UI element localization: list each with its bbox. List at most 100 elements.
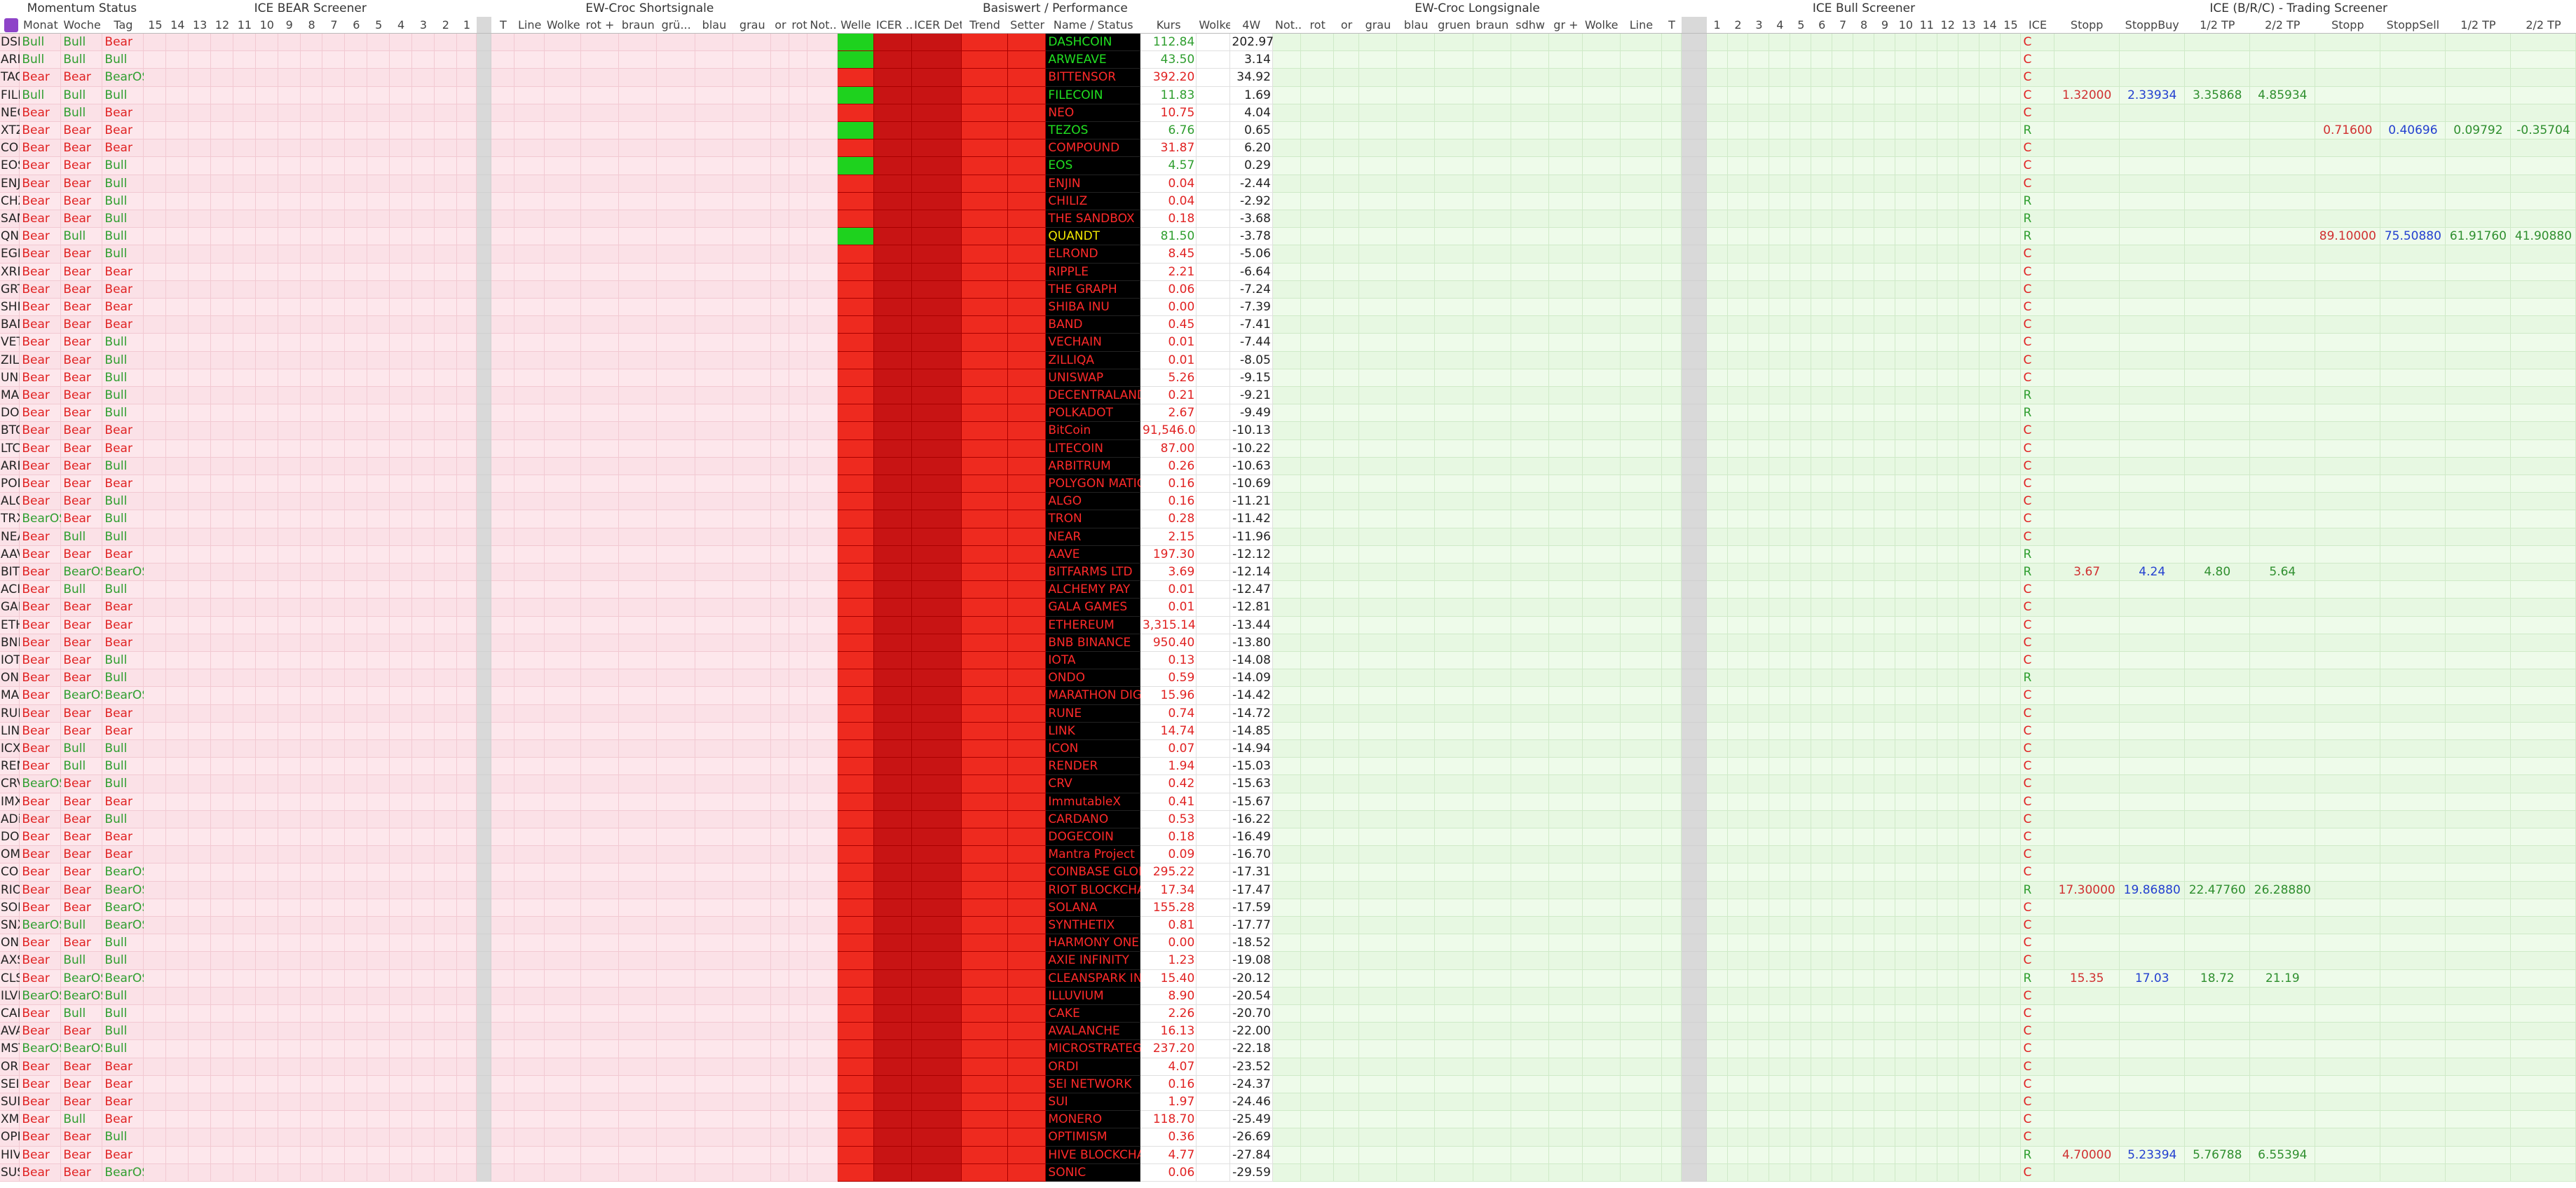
cell	[1397, 546, 1435, 564]
cell	[807, 87, 838, 104]
cell	[1874, 546, 1895, 564]
column-header[interactable]: ICER Det...	[912, 17, 962, 34]
column-header[interactable]: 7	[1832, 17, 1853, 34]
column-header[interactable]: 3	[1748, 17, 1769, 34]
column-header[interactable]: ICE	[2021, 17, 2054, 34]
column-header[interactable]: 1	[1707, 17, 1728, 34]
cell	[322, 104, 345, 122]
cell	[874, 139, 912, 157]
column-header[interactable]: Stopp	[2054, 17, 2120, 34]
column-header[interactable]: 1	[457, 17, 477, 34]
column-header[interactable]: Line	[1621, 17, 1662, 34]
column-header[interactable]: Tag	[102, 17, 144, 34]
column-header[interactable]: gr +	[1549, 17, 1582, 34]
cell	[962, 528, 1008, 546]
column-header[interactable]: 10	[256, 17, 278, 34]
column-header[interactable]: Line	[514, 17, 545, 34]
column-header[interactable]: gruen	[1435, 17, 1473, 34]
column-header[interactable]: braun	[619, 17, 657, 34]
column-header[interactable]: 5	[1790, 17, 1811, 34]
column-header[interactable]: 4	[1769, 17, 1790, 34]
cell	[1197, 245, 1229, 263]
column-header[interactable]: 12	[1937, 17, 1958, 34]
cell	[733, 87, 771, 104]
column-header[interactable]: grau	[1359, 17, 1397, 34]
cell	[1853, 705, 1874, 723]
cell	[477, 122, 491, 139]
column-header[interactable]: rot +	[581, 17, 619, 34]
cell	[367, 687, 390, 704]
column-header[interactable]: or	[1334, 17, 1358, 34]
column-header[interactable]: 1/2 TP	[2446, 17, 2511, 34]
column-header[interactable]: 2	[1728, 17, 1749, 34]
column-header[interactable]: 8	[301, 17, 323, 34]
column-header[interactable]: 2/2 TP	[2511, 17, 2576, 34]
column-header[interactable]: 13	[1958, 17, 1979, 34]
column-header[interactable]: Monat	[20, 17, 61, 34]
column-header[interactable]: blau	[695, 17, 733, 34]
column-header[interactable]: Kurs	[1140, 17, 1197, 34]
column-header[interactable]: 1/2 TP	[2185, 17, 2250, 34]
column-header[interactable]: 2	[435, 17, 457, 34]
cell	[1853, 652, 1874, 669]
column-header[interactable]: 9	[278, 17, 301, 34]
column-header[interactable]: rot	[789, 17, 807, 34]
cell	[789, 723, 807, 740]
column-header[interactable]: StoppBuy	[2120, 17, 2185, 34]
cell	[1397, 281, 1435, 299]
price: 0.01	[1140, 581, 1197, 599]
column-header[interactable]: braun	[1473, 17, 1511, 34]
column-header[interactable]: Woche	[61, 17, 102, 34]
cell	[2185, 210, 2250, 228]
column-header[interactable]: grau	[733, 17, 771, 34]
column-header[interactable]: grü...	[657, 17, 695, 34]
column-header[interactable]: Wolke	[545, 17, 581, 34]
column-header[interactable]: Wolke	[1583, 17, 1621, 34]
column-header[interactable]: 9	[1874, 17, 1895, 34]
column-header[interactable]: Trend	[962, 17, 1008, 34]
column-header[interactable]: 14	[1979, 17, 2001, 34]
column-header[interactable]: T	[1662, 17, 1682, 34]
cell	[1682, 404, 1706, 422]
column-header[interactable]: 15	[144, 17, 166, 34]
column-header[interactable]: ICER ...	[874, 17, 912, 34]
column-header[interactable]: T	[491, 17, 514, 34]
column-header[interactable]: 14	[166, 17, 189, 34]
column-header[interactable]: sdhw	[1511, 17, 1549, 34]
cell	[2185, 139, 2250, 157]
column-header[interactable]: 15	[2001, 17, 2022, 34]
cell	[1549, 122, 1582, 139]
column-header[interactable]: or	[771, 17, 789, 34]
column-header[interactable]: 3	[412, 17, 435, 34]
column-header[interactable]: rot	[1301, 17, 1334, 34]
cell	[233, 34, 256, 51]
column-header[interactable]: 2/2 TP	[2250, 17, 2315, 34]
column-header[interactable]: Setter	[1008, 17, 1046, 34]
ice-signal: C	[2021, 69, 2054, 86]
column-header[interactable]: Stopp	[2315, 17, 2380, 34]
column-header[interactable]: 10	[1895, 17, 1916, 34]
column-header[interactable]: 12	[211, 17, 233, 34]
column-header[interactable]: Name / Status	[1046, 17, 1140, 34]
column-header[interactable]: Wolke	[1197, 17, 1229, 34]
column-header[interactable]: StoppSell	[2380, 17, 2446, 34]
column-header[interactable]: Not...	[807, 17, 838, 34]
column-header[interactable]: 6	[345, 17, 367, 34]
column-header[interactable]: 11	[1916, 17, 1937, 34]
momentum-month: Bull	[20, 87, 61, 104]
column-header[interactable]: blau	[1397, 17, 1435, 34]
column-header[interactable]: 4W	[1230, 17, 1273, 34]
column-header[interactable]: Not...	[1273, 17, 1301, 34]
column-header[interactable]: Welle	[838, 17, 874, 34]
momentum-week: Bear	[61, 493, 102, 510]
cell	[211, 564, 233, 581]
cell	[912, 422, 962, 439]
column-header[interactable]: 7	[322, 17, 345, 34]
column-header[interactable]: 5	[367, 17, 390, 34]
column-header[interactable]: 8	[1853, 17, 1874, 34]
cell	[2001, 581, 2022, 599]
column-header[interactable]: 6	[1811, 17, 1832, 34]
column-header[interactable]: 11	[233, 17, 256, 34]
column-header[interactable]: 4	[390, 17, 412, 34]
column-header[interactable]: 13	[189, 17, 211, 34]
